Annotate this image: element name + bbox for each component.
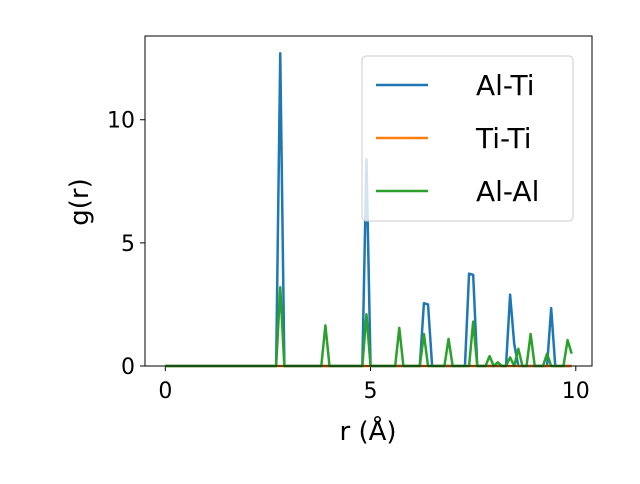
y-axis-label: g(r) — [65, 178, 95, 225]
x-tick-label: 10 — [562, 379, 590, 404]
y-tick-label: 5 — [121, 232, 135, 257]
axes-frame — [144, 35, 593, 367]
x-axis-label: r (Å) — [339, 415, 396, 447]
x-tick-label: 0 — [158, 379, 172, 404]
y-tick-label: 0 — [121, 355, 135, 380]
legend-label: Ti-Ti — [475, 122, 532, 155]
legend-label: Al-Al — [476, 175, 539, 208]
x-tick-label: 5 — [364, 379, 378, 404]
series-line — [165, 285, 573, 368]
y-tick-label: 10 — [107, 109, 135, 134]
legend-box — [361, 55, 574, 222]
legend-label: Al-Ti — [476, 69, 535, 102]
